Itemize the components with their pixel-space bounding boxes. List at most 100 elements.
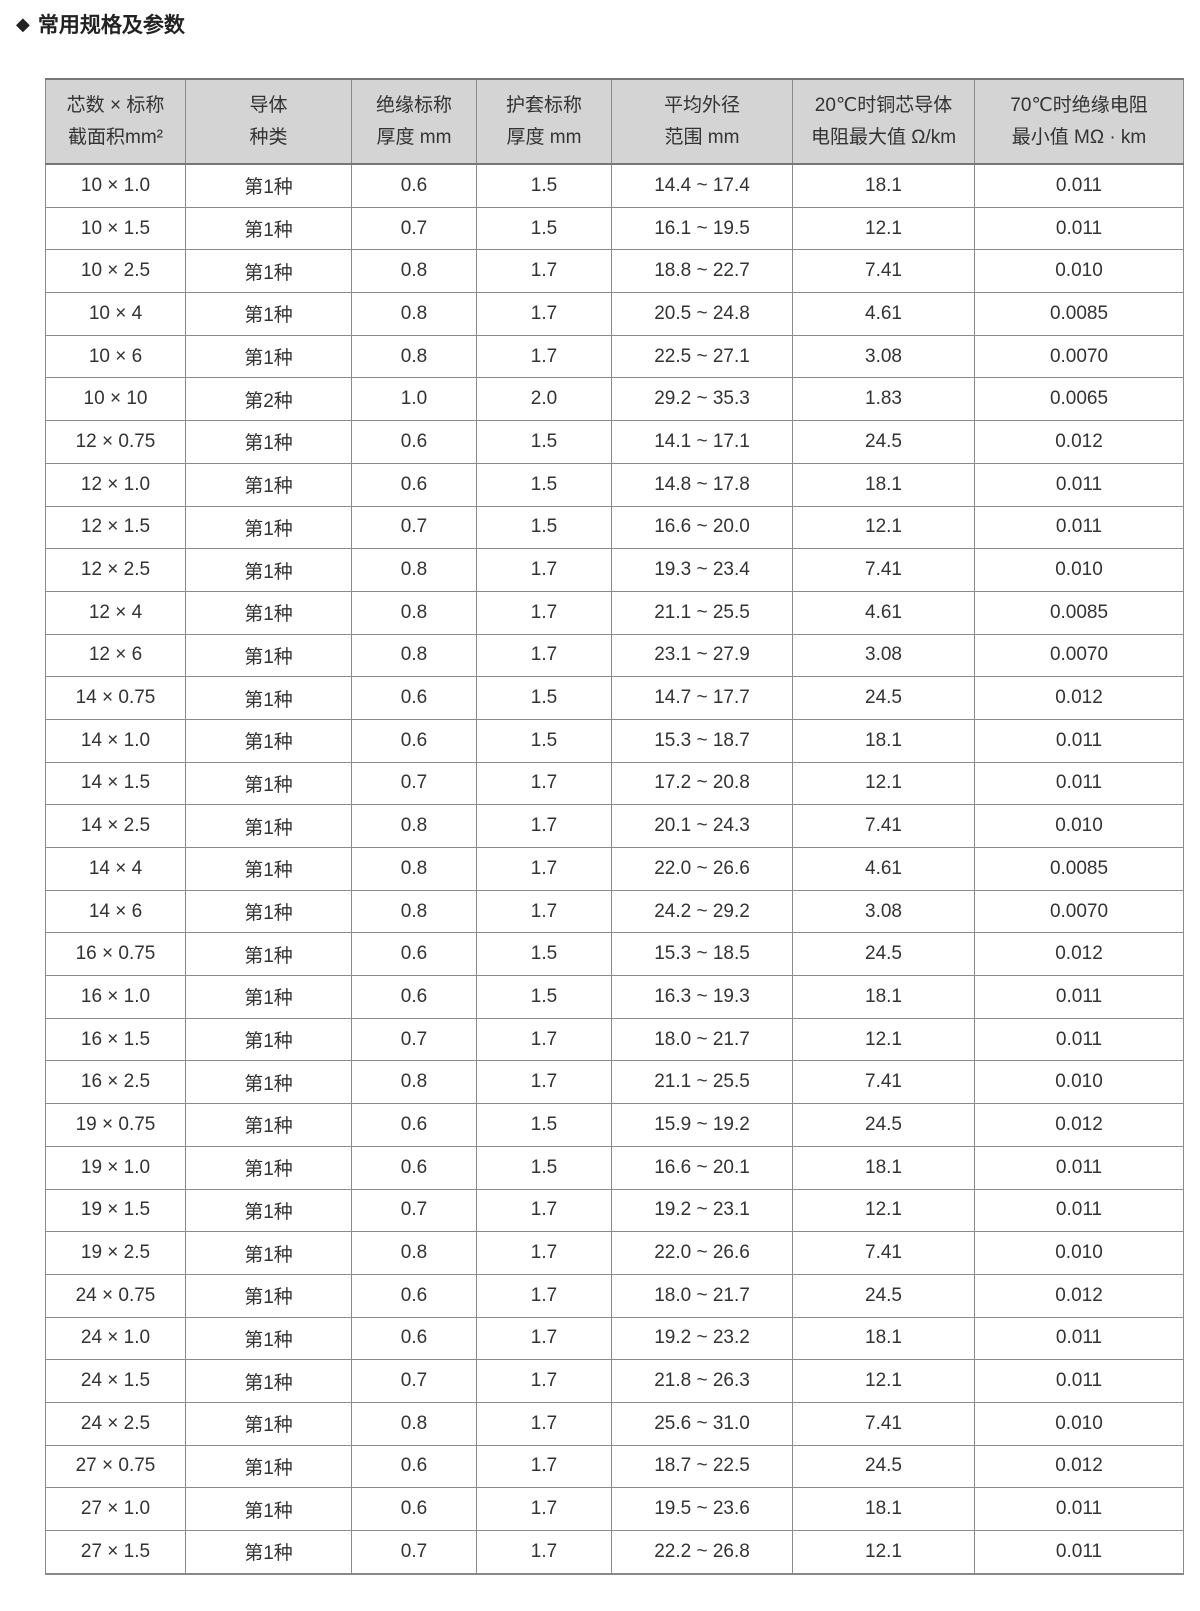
table-cell: 第1种	[185, 1145, 352, 1190]
table-cell: 第1种	[185, 1231, 352, 1275]
table-cell: 第1种	[185, 633, 352, 678]
table-cell: 1.7	[476, 1273, 612, 1318]
table-cell: 29.2 ~ 35.3	[611, 377, 793, 422]
table-cell: 21.1 ~ 25.5	[611, 1060, 793, 1105]
table-cell: 7.41	[792, 1231, 975, 1275]
table-cell: 1.7	[476, 761, 612, 806]
column-header-line: 最小值 MΩ · km	[1011, 126, 1147, 148]
table-cell: 24 × 1.5	[45, 1359, 186, 1403]
table-cell: 第1种	[185, 590, 352, 635]
table-cell: 27 × 0.75	[45, 1444, 186, 1489]
table-cell: 第1种	[185, 1529, 352, 1575]
table-cell: 7.41	[792, 249, 975, 294]
table-cell: 0.7	[351, 505, 477, 550]
table-header-row: 芯数 × 标称 截面积mm² 导体 种类 绝缘标称 厚度 mm 护套标称 厚度 mm 平均外径范…	[45, 78, 1184, 165]
table-cell: 0.010	[974, 804, 1184, 848]
table-row: 14 × 1.0 第1种 0.6 1.5 15.3 ~ 18.7 18.1 0.011	[45, 718, 1184, 763]
table-cell: 18.1	[792, 1487, 975, 1531]
table-cell: 第1种	[185, 420, 352, 464]
table-row: 12 × 6 第1种 0.8 1.7 23.1 ~ 27.9 3.08 0.0070	[45, 633, 1184, 678]
table-cell: 12.1	[792, 1188, 975, 1233]
table-cell: 21.8 ~ 26.3	[611, 1359, 793, 1403]
table-row: 27 × 0.75 第1种 0.6 1.7 18.7 ~ 22.5 24.5 0.012	[45, 1444, 1184, 1489]
table-cell: 3.08	[792, 889, 975, 934]
table-cell: 0.6	[351, 1145, 477, 1190]
table-row: 24 × 0.75 第1种 0.6 1.7 18.0 ~ 21.7 24.5 0.012	[45, 1273, 1184, 1318]
table-cell: 18.1	[792, 1145, 975, 1190]
table-cell: 10 × 1.5	[45, 206, 186, 251]
table-cell: 1.7	[476, 1359, 612, 1403]
column-header-line: 20℃时铜芯导体	[814, 94, 953, 116]
table-cell: 0.012	[974, 676, 1184, 720]
table-cell: 7.41	[792, 1060, 975, 1105]
table-row: 19 × 0.75 第1种 0.6 1.5 15.9 ~ 19.2 24.5 0.012	[45, 1103, 1184, 1147]
table-cell: 0.6	[351, 163, 477, 208]
table-cell: 第1种	[185, 206, 352, 251]
table-row: 16 × 2.5 第1种 0.8 1.7 21.1 ~ 25.5 7.41 0.010	[45, 1060, 1184, 1105]
table-cell: 24.5	[792, 1444, 975, 1489]
table-cell: 0.7	[351, 761, 477, 806]
table-cell: 7.41	[792, 1401, 975, 1446]
table-cell: 12 × 1.5	[45, 505, 186, 550]
table-cell: 第1种	[185, 292, 352, 336]
column-header: 绝缘标称厚度 mm	[351, 78, 477, 165]
table-cell: 24 × 2.5	[45, 1401, 186, 1446]
table-cell: 7.41	[792, 548, 975, 592]
table-cell: 24.5	[792, 932, 975, 977]
table-cell: 0.8	[351, 292, 477, 336]
table-cell: 第1种	[185, 163, 352, 208]
table-cell: 14 × 0.75	[45, 676, 186, 720]
table-cell: 1.5	[476, 163, 612, 208]
table-row: 16 × 1.0 第1种 0.6 1.5 16.3 ~ 19.3 18.1 0.011	[45, 975, 1184, 1019]
table-cell: 12.1	[792, 505, 975, 550]
table-row: 27 × 1.0 第1种 0.6 1.7 19.5 ~ 23.6 18.1 0.011	[45, 1487, 1184, 1531]
table-cell: 12 × 6	[45, 633, 186, 678]
table-cell: 0.012	[974, 932, 1184, 977]
table-row: 12 × 0.75 第1种 0.6 1.5 14.1 ~ 17.1 24.5 0.012	[45, 420, 1184, 464]
table-cell: 19 × 1.5	[45, 1188, 186, 1233]
table-cell: 第1种	[185, 889, 352, 934]
table-cell: 14.7 ~ 17.7	[611, 676, 793, 720]
table-cell: 0.012	[974, 420, 1184, 464]
column-header-line: 绝缘标称	[375, 94, 452, 116]
column-header: 70℃时绝缘电阻 最小值 MΩ · km	[974, 78, 1184, 165]
table-cell: 第1种	[185, 847, 352, 891]
table-row: 12 × 4 第1种 0.8 1.7 21.1 ~ 25.5 4.61 0.0085	[45, 590, 1184, 635]
table-cell: 0.011	[974, 975, 1184, 1019]
table-cell: 16.6 ~ 20.1	[611, 1145, 793, 1190]
table-cell: 24 × 0.75	[45, 1273, 186, 1318]
table-cell: 1.5	[476, 975, 612, 1019]
table-cell: 16 × 0.75	[45, 932, 186, 977]
table-row: 14 × 1.5 第1种 0.7 1.7 17.2 ~ 20.8 12.1 0.011	[45, 761, 1184, 806]
table-cell: 第1种	[185, 1188, 352, 1233]
section-title-text: 常用规格及参数	[37, 13, 185, 37]
table-cell: 0.8	[351, 1060, 477, 1105]
table-cell: 0.011	[974, 1145, 1184, 1190]
table-cell: 14.4 ~ 17.4	[611, 163, 793, 208]
table-cell: 1.5	[476, 420, 612, 464]
table-cell: 2.0	[476, 377, 612, 422]
table-row: 14 × 0.75 第1种 0.6 1.5 14.7 ~ 17.7 24.5 0.012	[45, 676, 1184, 720]
column-header-line: 种类	[249, 126, 288, 148]
table-cell: 4.61	[792, 292, 975, 336]
table-cell: 1.7	[476, 1060, 612, 1105]
table-cell: 25.6 ~ 31.0	[611, 1401, 793, 1446]
table-cell: 0.0070	[974, 334, 1184, 379]
table-cell: 1.5	[476, 932, 612, 977]
table-cell: 19.3 ~ 23.4	[611, 548, 793, 592]
table-cell: 1.7	[476, 1401, 612, 1446]
table-cell: 12.1	[792, 1017, 975, 1062]
table-cell: 0.7	[351, 1188, 477, 1233]
table-cell: 10 × 10	[45, 377, 186, 422]
table-cell: 18.1	[792, 718, 975, 763]
table-row: 10 × 1.0 第1种 0.6 1.5 14.4 ~ 17.4 18.1 0.011	[45, 163, 1184, 208]
table-cell: 0.010	[974, 1060, 1184, 1105]
table-cell: 1.7	[476, 804, 612, 848]
table-cell: 14 × 1.5	[45, 761, 186, 806]
table-cell: 12.1	[792, 1359, 975, 1403]
table-row: 24 × 2.5 第1种 0.8 1.7 25.6 ~ 31.0 7.41 0.010	[45, 1401, 1184, 1446]
table-cell: 0.7	[351, 1529, 477, 1575]
column-header-line: 厚度 mm	[376, 126, 452, 148]
table-cell: 19.2 ~ 23.1	[611, 1188, 793, 1233]
table-cell: 1.7	[476, 1188, 612, 1233]
